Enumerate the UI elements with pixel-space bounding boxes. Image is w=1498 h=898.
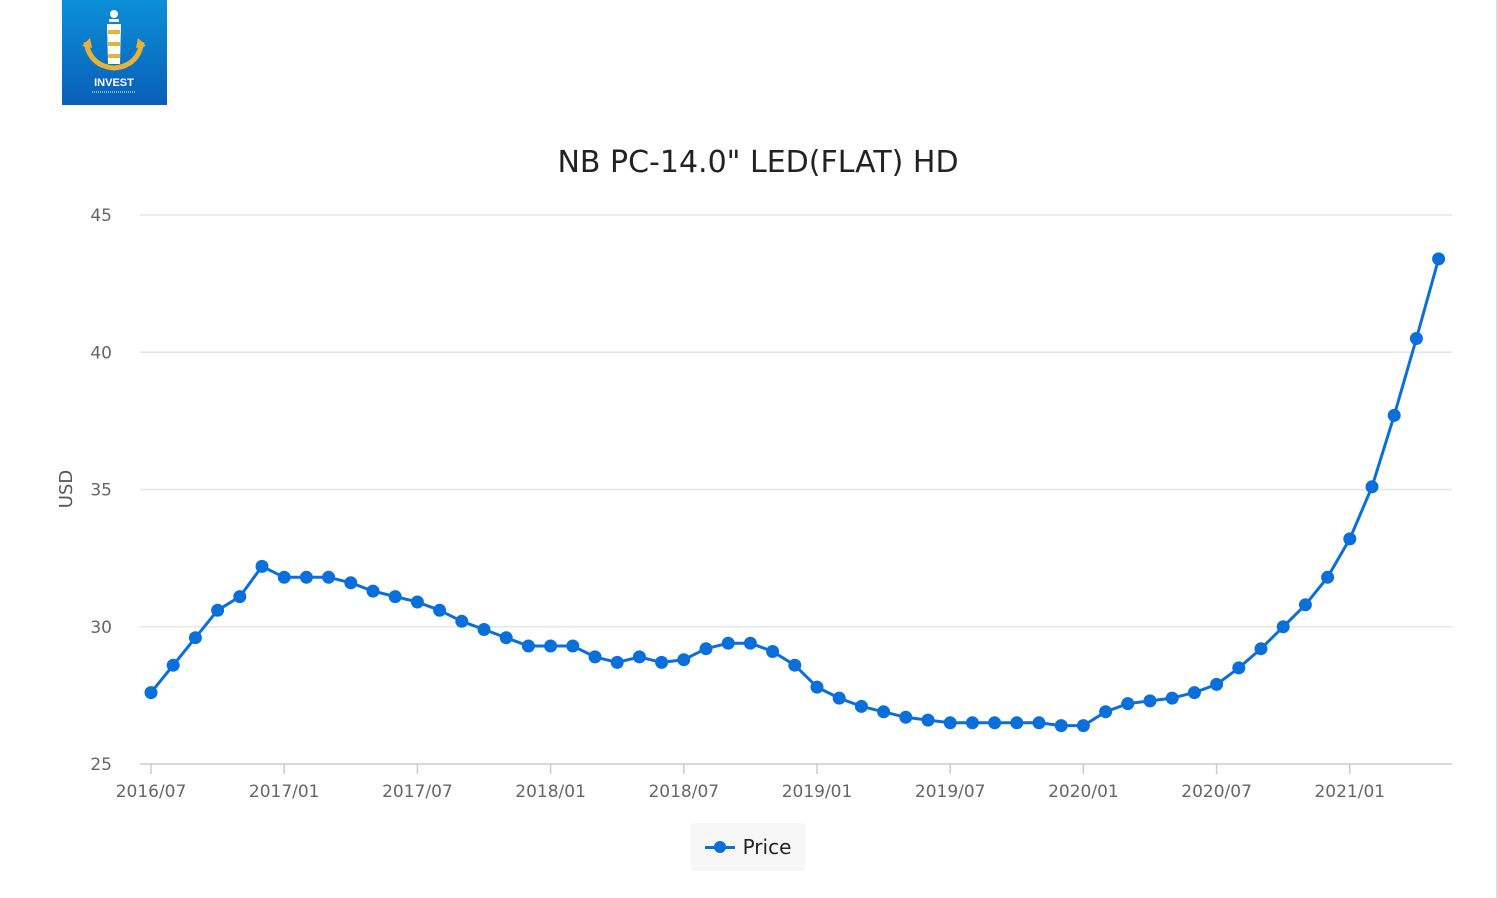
data-point[interactable]	[788, 658, 802, 672]
chart-title: NB PC-14.0" LED(FLAT) HD	[557, 145, 958, 180]
data-point[interactable]	[1387, 408, 1401, 422]
data-point[interactable]	[632, 650, 646, 664]
data-point[interactable]	[943, 716, 957, 730]
y-tick-label: 25	[90, 755, 112, 775]
data-point[interactable]	[1054, 719, 1068, 733]
data-point[interactable]	[1143, 694, 1157, 708]
data-point[interactable]	[743, 636, 757, 650]
data-point[interactable]	[1187, 686, 1201, 700]
legend-label: Price	[742, 835, 792, 859]
data-point[interactable]	[610, 655, 624, 669]
data-point[interactable]	[1232, 661, 1246, 675]
data-point[interactable]	[521, 639, 535, 653]
data-point[interactable]	[1343, 532, 1357, 546]
data-point[interactable]	[499, 631, 513, 645]
x-tick-label: 2017/07	[382, 782, 453, 802]
data-point[interactable]	[366, 584, 380, 598]
x-tick-label: 2019/07	[915, 782, 986, 802]
data-point[interactable]	[965, 716, 979, 730]
price-series	[144, 252, 1446, 733]
data-point[interactable]	[899, 710, 913, 724]
data-point[interactable]	[1099, 705, 1113, 719]
data-point[interactable]	[1121, 697, 1135, 711]
x-tick-label: 2020/01	[1048, 782, 1119, 802]
data-point[interactable]	[1010, 716, 1024, 730]
x-axis-ticks: 2016/07 2017/01 2017/07 2018/01 2018/07 2019/…	[116, 764, 1385, 802]
logo-text: INVEST	[94, 77, 134, 89]
data-point[interactable]	[1365, 480, 1379, 494]
x-tick-label: 2021/01	[1314, 782, 1385, 802]
data-point[interactable]	[721, 636, 735, 650]
data-point[interactable]	[1254, 642, 1268, 656]
data-point[interactable]	[988, 716, 1002, 730]
data-point[interactable]	[1409, 332, 1423, 345]
data-point[interactable]	[877, 705, 891, 719]
data-point[interactable]	[255, 559, 269, 573]
x-tick-label: 2018/01	[515, 782, 586, 802]
data-point[interactable]	[854, 699, 868, 713]
x-tick-label: 2019/01	[782, 782, 853, 802]
y-axis-ticks: 25 30 35 40 45	[90, 206, 112, 775]
grid-lines	[140, 214, 1452, 628]
data-point[interactable]	[144, 686, 158, 700]
y-tick-label: 40	[90, 343, 112, 363]
data-point[interactable]	[1076, 719, 1090, 733]
x-tick-label: 2017/01	[249, 782, 320, 802]
legend-item-price[interactable]: Price	[691, 823, 805, 871]
data-point[interactable]	[766, 645, 780, 658]
data-point[interactable]	[544, 639, 558, 653]
anchor-lighthouse-logo-icon: INVEST	[62, 0, 167, 105]
data-point[interactable]	[1276, 620, 1290, 634]
data-point[interactable]	[233, 590, 247, 604]
data-point[interactable]	[277, 570, 291, 584]
x-tick-label: 2020/07	[1181, 782, 1252, 802]
data-point[interactable]	[455, 614, 469, 628]
data-point[interactable]	[655, 655, 669, 669]
data-point[interactable]	[677, 653, 691, 667]
data-point[interactable]	[810, 680, 824, 694]
series-line	[149, 258, 1441, 728]
data-point[interactable]	[433, 603, 447, 617]
data-point[interactable]	[211, 603, 225, 617]
data-point[interactable]	[1165, 691, 1179, 705]
data-point[interactable]	[566, 639, 580, 653]
data-point[interactable]	[1432, 252, 1446, 266]
data-point[interactable]	[477, 623, 491, 636]
data-point[interactable]	[410, 595, 424, 609]
data-point[interactable]	[322, 570, 336, 584]
data-point[interactable]	[588, 650, 602, 664]
x-tick-label: 2018/07	[648, 782, 719, 802]
data-point[interactable]	[344, 576, 358, 590]
data-point[interactable]	[299, 570, 313, 584]
data-point[interactable]	[188, 631, 202, 645]
data-point[interactable]	[921, 713, 935, 727]
y-tick-label: 30	[90, 618, 112, 638]
data-point[interactable]	[1321, 570, 1335, 584]
data-point[interactable]	[1032, 716, 1046, 730]
y-tick-label: 35	[90, 481, 112, 501]
y-axis-label: USD	[56, 470, 77, 508]
legend-line-dot-icon	[704, 841, 735, 853]
data-point[interactable]	[699, 642, 713, 656]
data-point[interactable]	[388, 590, 402, 604]
data-point[interactable]	[1298, 598, 1312, 612]
invest-logo: INVEST	[62, 0, 167, 105]
data-point[interactable]	[166, 658, 180, 672]
data-point[interactable]	[832, 691, 846, 705]
y-tick-label: 45	[90, 206, 112, 226]
page-right-border	[1496, 0, 1498, 898]
x-tick-label: 2016/07	[116, 782, 187, 802]
data-point[interactable]	[1210, 677, 1224, 691]
